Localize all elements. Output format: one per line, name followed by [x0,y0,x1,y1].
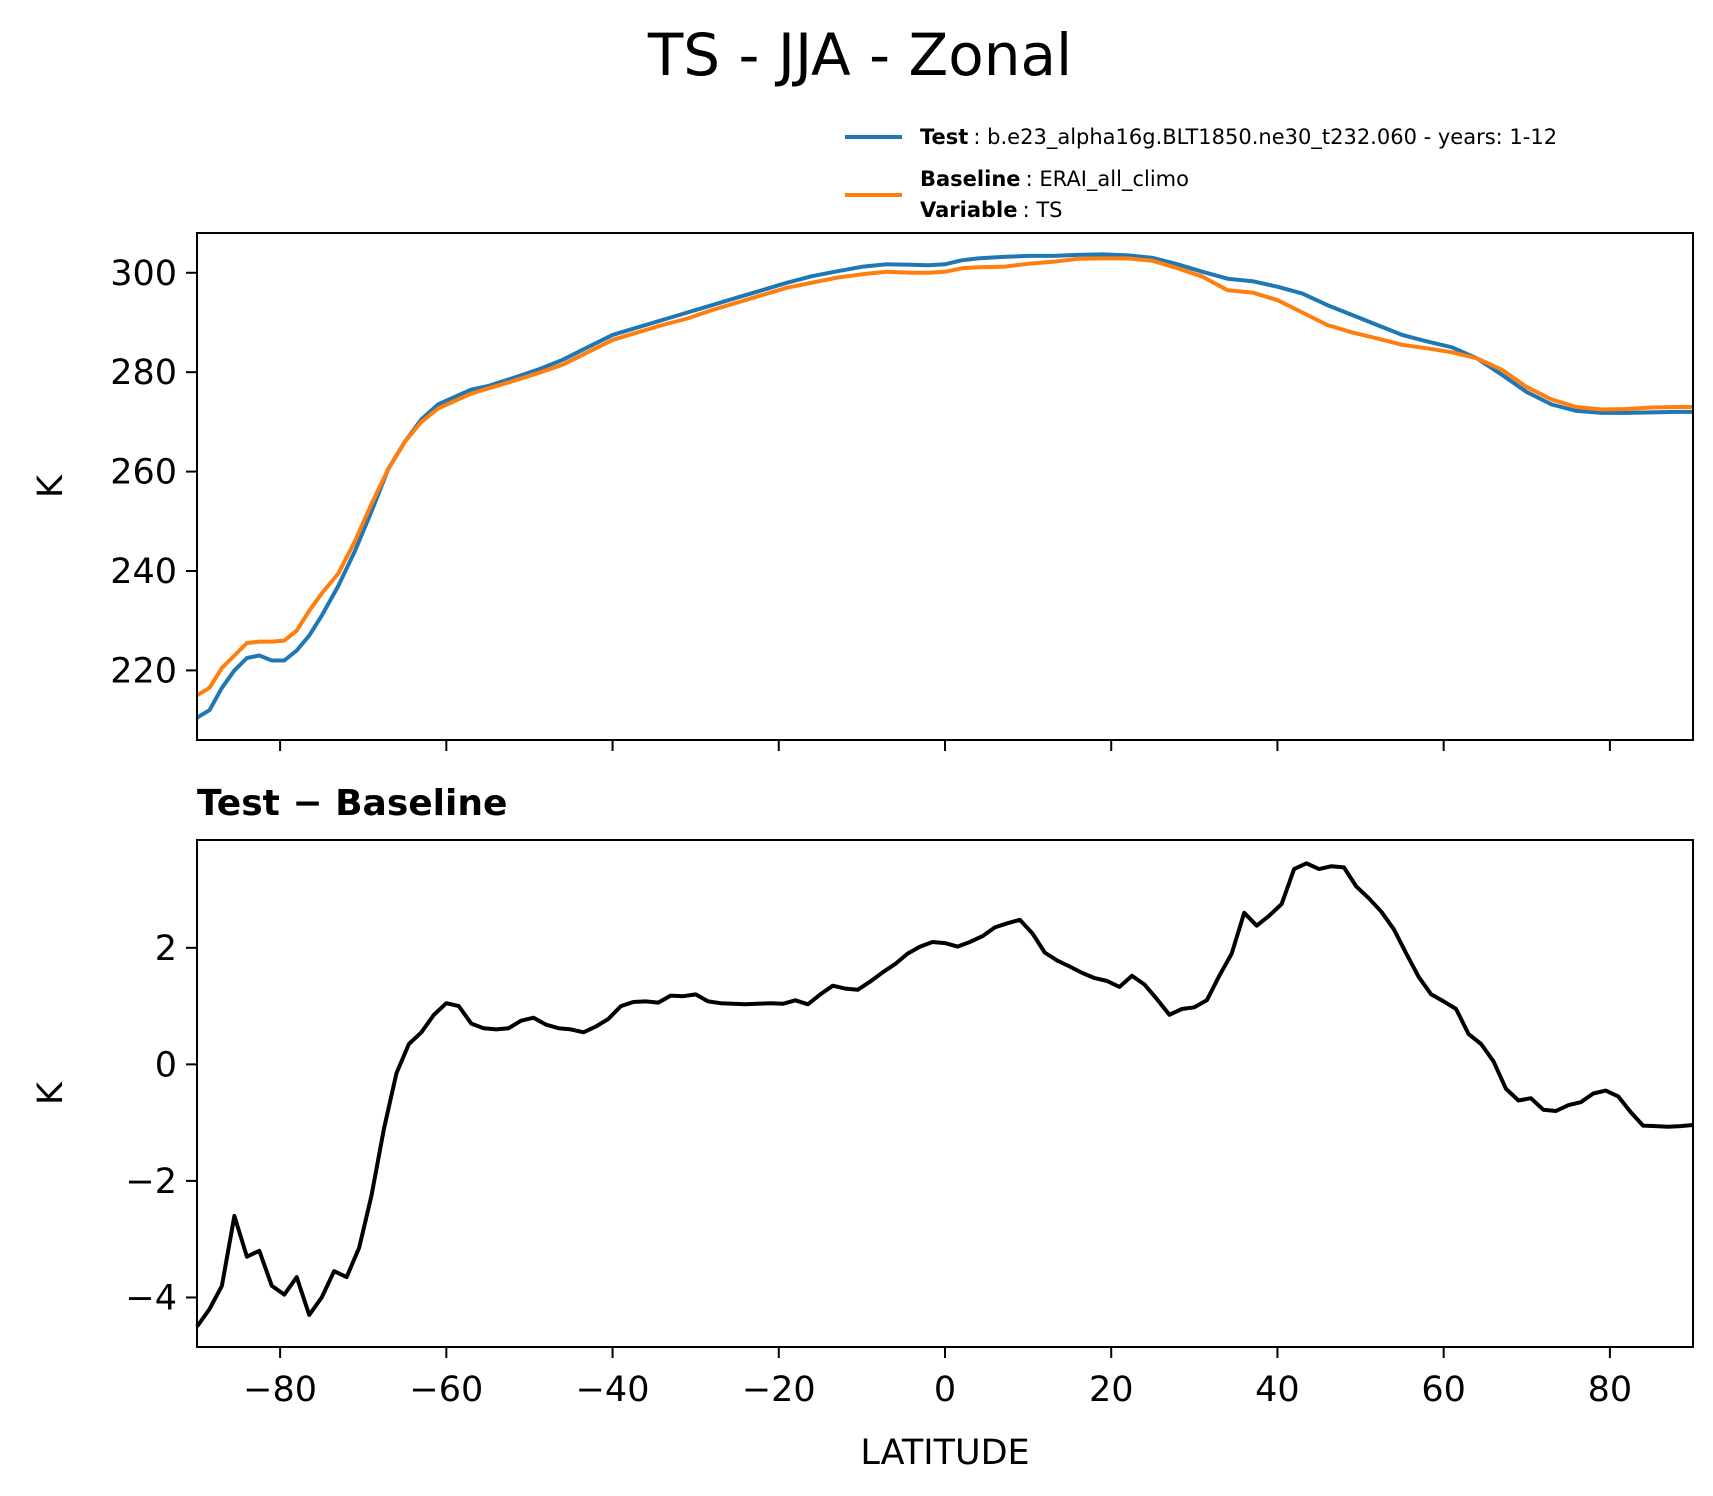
x-tick-label: 20 [1089,1370,1134,1410]
x-axis-label: LATITUDE [860,1433,1029,1473]
y-tick-label: 220 [110,651,177,691]
legend-baseline-key: Baseline [920,167,1021,191]
x-tick-label: 0 [934,1370,956,1410]
x-tick-label: 40 [1255,1370,1300,1410]
legend-test-value: : b.e23_alpha16g.BLT1850.ne30_t232.060 -… [973,125,1557,150]
bottom-series-group [195,861,1694,1328]
series-line-test-baseline [195,861,1694,1328]
y-tick-label: −4 [125,1278,177,1318]
top-plot-frame [196,232,1694,741]
y-tick-label: 280 [110,353,177,393]
x-tick-label: −20 [742,1370,816,1410]
bottom-title-test: Test [197,783,280,824]
y-tick-label: 0 [155,1045,177,1085]
bottom-plot-frame [196,839,1694,1348]
bottom-panel-title: Test − Baseline [197,783,507,824]
y-tick-label: 240 [110,552,177,592]
top-y-ticks: 220 240 260 280 300 [110,254,197,691]
figure-title: TS - JJA - Zonal [647,21,1072,89]
y-tick-label: 300 [110,254,177,294]
top-x-ticks [279,740,1611,751]
legend-test-text: Test : b.e23_alpha16g.BLT1850.ne30_t232.… [920,125,1557,150]
top-y-axis-label: K [31,474,71,498]
legend-variable-text: Variable : TS [920,198,1063,222]
x-tick-label: −80 [243,1370,317,1410]
top-panel: 220 240 260 280 300 K [31,232,1694,751]
legend-baseline-value: : ERAI_all_climo [1026,167,1189,192]
top-series-group [195,252,1693,720]
series-line-test [195,252,1693,720]
legend-baseline-text: Baseline : ERAI_all_climo [920,167,1189,192]
bottom-panel: Test − Baseline −4−202 −80 −60 −40 −20 0 20 40… [31,783,1694,1473]
y-tick-label: −2 [125,1162,177,1202]
bottom-y-axis-label: K [31,1081,71,1105]
legend-variable-value: : TS [1023,198,1063,222]
legend-test-key: Test [920,125,968,149]
x-tick-label: −60 [409,1370,483,1410]
legend-variable-key: Variable [920,198,1017,222]
bottom-title-minus: − [292,783,322,824]
y-tick-label: 2 [155,929,177,969]
bottom-y-ticks: −4 −2 0 2 [125,929,197,1318]
legend: Test : b.e23_alpha16g.BLT1850.ne30_t232.… [845,125,1557,222]
x-tick-label: 80 [1588,1370,1633,1410]
bottom-title-baseline: Baseline [335,783,507,824]
x-tick-label: 60 [1421,1370,1466,1410]
x-tick-label: −40 [576,1370,650,1410]
series-line-baseline [195,256,1693,698]
bottom-x-ticks: −80 −60 −40 −20 0 20 40 60 80 [243,1347,1632,1410]
y-tick-label: 260 [110,453,177,493]
